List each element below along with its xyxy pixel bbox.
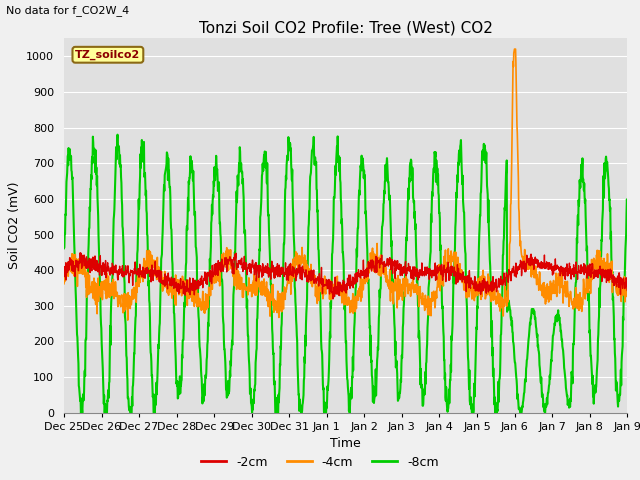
Text: No data for f_CO2W_4: No data for f_CO2W_4 xyxy=(6,5,130,16)
Text: TZ_soilco2: TZ_soilco2 xyxy=(76,49,141,60)
Title: Tonzi Soil CO2 Profile: Tree (West) CO2: Tonzi Soil CO2 Profile: Tree (West) CO2 xyxy=(198,21,493,36)
Legend: -2cm, -4cm, -8cm: -2cm, -4cm, -8cm xyxy=(196,451,444,474)
X-axis label: Time: Time xyxy=(330,437,361,450)
Y-axis label: Soil CO2 (mV): Soil CO2 (mV) xyxy=(8,182,20,269)
